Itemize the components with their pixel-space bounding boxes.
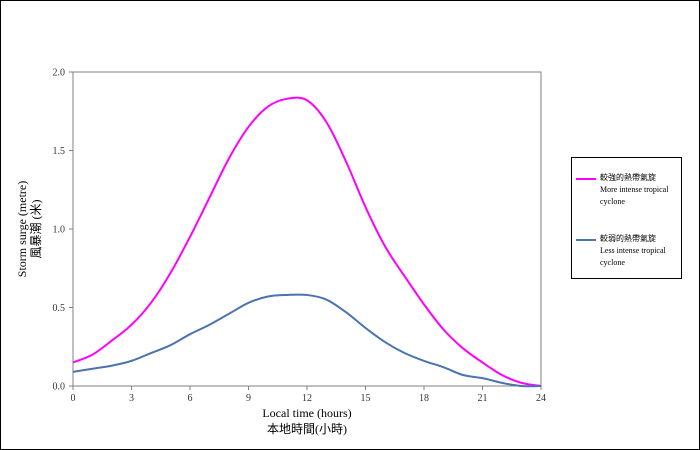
x-tick-label: 21 [478, 393, 488, 404]
legend-label-en-line1: Less intense tropical [600, 246, 666, 255]
x-axis-title: Local time (hours) [262, 406, 351, 420]
legend-label-less-intense: 較弱的熱帶氣旋 Less intense tropical cyclone [600, 233, 684, 269]
x-tick-label: 6 [188, 393, 193, 404]
x-tick-label: 18 [419, 393, 429, 404]
legend-label-zh: 較弱的熱帶氣旋 [600, 234, 656, 243]
x-tick-label: 15 [361, 393, 371, 404]
y-axis: 0.0 0.5 1.0 1.5 2.0 [53, 68, 73, 393]
series-line-more-intense [72, 96, 542, 387]
y-tick-label: 2.0 [53, 68, 66, 79]
y-axis-title-zh: 風暴潮 (米) [28, 200, 43, 259]
x-tick-label: 0 [71, 393, 76, 404]
legend-label-en-line2: cyclone [600, 258, 625, 267]
y-axis-title: Storm surge (metre) [15, 181, 29, 277]
series-layer [72, 96, 542, 388]
legend-label-zh: 較強的熱帶氣旋 [600, 173, 656, 182]
legend-label-en-line1: More intense tropical [600, 185, 669, 194]
series-line-less-intense [72, 293, 542, 388]
legend-label-more-intense: 較強的熱帶氣旋 More intense tropical cyclone [600, 172, 684, 208]
legend-swatch-more-intense [576, 178, 596, 180]
x-tick-label: 9 [246, 393, 251, 404]
x-tick-label: 12 [302, 393, 312, 404]
x-axis-title-zh: 本地時間(小時) [267, 422, 347, 436]
legend: 較強的熱帶氣旋 More intense tropical cyclone 較弱… [571, 157, 682, 279]
y-tick-label: 1.5 [53, 146, 66, 157]
legend-swatch-less-intense [576, 239, 596, 241]
x-tick-label: 24 [536, 393, 546, 404]
y-tick-label: 1.0 [53, 225, 66, 236]
legend-label-en-line2: cyclone [600, 197, 625, 206]
y-tick-label: 0.0 [53, 382, 66, 393]
plot-area [72, 71, 542, 387]
x-tick-label: 3 [129, 393, 134, 404]
y-tick-label: 0.5 [53, 303, 66, 314]
x-axis: 0 3 6 9 12 15 18 21 24 [71, 386, 546, 404]
